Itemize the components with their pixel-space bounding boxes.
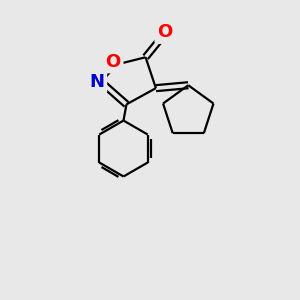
Text: O: O xyxy=(106,53,121,71)
Text: O: O xyxy=(157,23,172,41)
Text: N: N xyxy=(89,73,104,91)
